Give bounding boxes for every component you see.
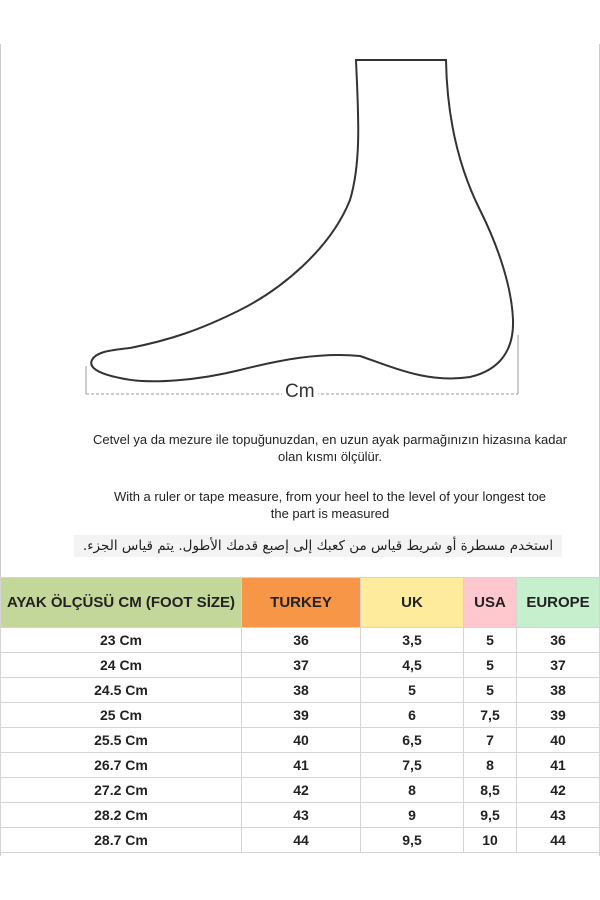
table-cell: 3,5 <box>360 627 464 653</box>
table-cell: 38 <box>241 677 361 703</box>
arabic-instruction: استخدم مسطرة أو شريط قياس من كعبك إلى إص… <box>74 535 562 557</box>
table-header-row: AYAK ÖLÇÜSÜ CM (FOOT SİZE) TURKEY UK USA EUR… <box>0 577 600 628</box>
table-cell: 44 <box>516 827 600 853</box>
table-cell: 5 <box>360 677 464 703</box>
table-cell: 8 <box>360 777 464 803</box>
table-cell: 41 <box>241 752 361 778</box>
table-cell: 24.5 Cm <box>0 677 242 703</box>
table-row: 28.7 Cm 44 9,5 10 44 <box>0 827 600 853</box>
table-cell: 39 <box>516 702 600 728</box>
table-row: 23 Cm 36 3,5 5 36 <box>0 627 600 653</box>
table-cell: 28.2 Cm <box>0 802 242 828</box>
english-line-1: With a ruler or tape measure, from your … <box>113 489 547 504</box>
size-chart-table: AYAK ÖLÇÜSÜ CM (FOOT SİZE) TURKEY UK USA EUR… <box>0 577 600 853</box>
table-cell: 24 Cm <box>0 652 242 678</box>
foot-outline-illustration <box>85 59 519 395</box>
column-header: EUROPE <box>516 577 600 628</box>
table-cell: 42 <box>241 777 361 803</box>
table-cell: 40 <box>516 727 600 753</box>
table-cell: 9,5 <box>360 827 464 853</box>
table-row: 25 Cm 39 6 7,5 39 <box>0 702 600 728</box>
table-cell: 27.2 Cm <box>0 777 242 803</box>
table-cell: 6,5 <box>360 727 464 753</box>
table-row: 28.2 Cm 43 9 9,5 43 <box>0 802 600 828</box>
table-cell: 7,5 <box>463 702 517 728</box>
table-cell: 8 <box>463 752 517 778</box>
table-cell: 43 <box>516 802 600 828</box>
table-row: 26.7 Cm 41 7,5 8 41 <box>0 752 600 778</box>
table-cell: 10 <box>463 827 517 853</box>
table-cell: 25.5 Cm <box>0 727 242 753</box>
table-cell: 39 <box>241 702 361 728</box>
table-cell: 7 <box>463 727 517 753</box>
table-cell: 7,5 <box>360 752 464 778</box>
table-row: 24.5 Cm 38 5 5 38 <box>0 677 600 703</box>
column-header: TURKEY <box>241 577 361 628</box>
table-row: 27.2 Cm 42 8 8,5 42 <box>0 777 600 803</box>
column-header: USA <box>463 577 517 628</box>
table-cell: 28.7 Cm <box>0 827 242 853</box>
table-cell: 9 <box>360 802 464 828</box>
table-cell: 23 Cm <box>0 627 242 653</box>
table-row: 24 Cm 37 4,5 5 37 <box>0 652 600 678</box>
table-cell: 40 <box>241 727 361 753</box>
table-cell: 38 <box>516 677 600 703</box>
column-header: AYAK ÖLÇÜSÜ CM (FOOT SİZE) <box>0 577 242 628</box>
table-cell: 4,5 <box>360 652 464 678</box>
table-cell: 44 <box>241 827 361 853</box>
table-cell: 8,5 <box>463 777 517 803</box>
table-cell: 42 <box>516 777 600 803</box>
table-cell: 37 <box>516 652 600 678</box>
table-cell: 36 <box>241 627 361 653</box>
table-cell: 5 <box>463 677 517 703</box>
table-cell: 6 <box>360 702 464 728</box>
table-cell: 26.7 Cm <box>0 752 242 778</box>
english-line-2: the part is measured <box>270 506 390 521</box>
table-cell: 41 <box>516 752 600 778</box>
table-row: 25.5 Cm 40 6,5 7 40 <box>0 727 600 753</box>
measure-label: Cm <box>282 381 318 403</box>
table-cell: 25 Cm <box>0 702 242 728</box>
table-cell: 37 <box>241 652 361 678</box>
column-header: UK <box>360 577 464 628</box>
table-cell: 5 <box>463 627 517 653</box>
turkish-line-2: olan kısmı ölçülür. <box>277 449 383 464</box>
table-cell: 36 <box>516 627 600 653</box>
turkish-line-1: Cetvel ya da mezure ile topuğunuzdan, en… <box>92 432 568 447</box>
turkish-instruction: Cetvel ya da mezure ile topuğunuzdan, en… <box>0 431 600 465</box>
table-cell: 9,5 <box>463 802 517 828</box>
table-cell: 43 <box>241 802 361 828</box>
english-instruction: With a ruler or tape measure, from your … <box>0 488 600 522</box>
table-cell: 5 <box>463 652 517 678</box>
